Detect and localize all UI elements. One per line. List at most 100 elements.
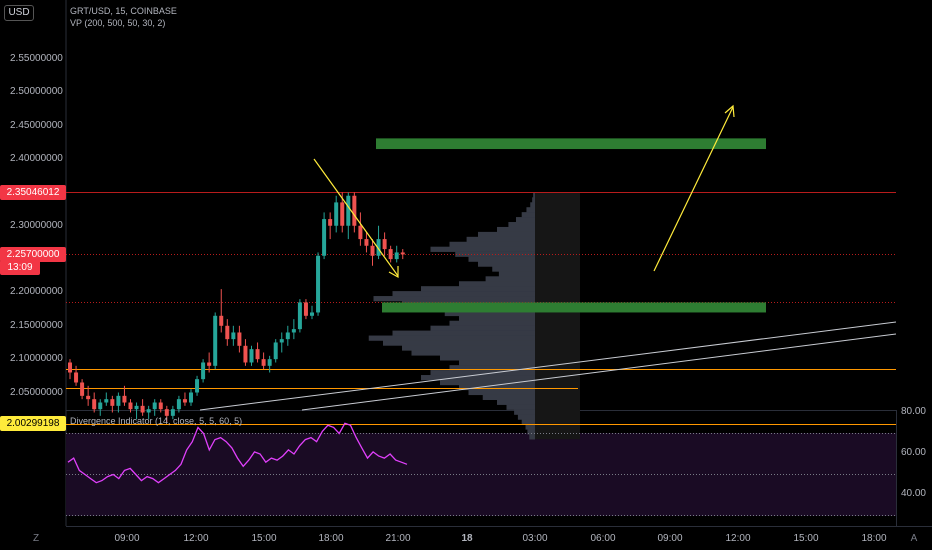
currency-button[interactable]: USD bbox=[4, 5, 34, 21]
trend-line-upper bbox=[301, 333, 897, 411]
price-marker-red2: 13:09 bbox=[0, 259, 40, 275]
vp-bar bbox=[430, 325, 535, 331]
candle-body bbox=[116, 395, 121, 406]
candle-body bbox=[182, 399, 187, 403]
vp-bar bbox=[468, 256, 535, 262]
lower-support-zone[interactable] bbox=[382, 302, 766, 313]
up-arrow-head bbox=[724, 104, 735, 118]
candle-body bbox=[322, 219, 327, 256]
vp-bar bbox=[468, 389, 535, 396]
time-label: 18:00 bbox=[861, 533, 886, 544]
candle-body bbox=[340, 202, 345, 226]
vp-bar bbox=[529, 434, 535, 440]
candle-body bbox=[231, 332, 236, 340]
candle-body bbox=[98, 402, 103, 410]
candle-body bbox=[303, 302, 308, 316]
vp-bar bbox=[492, 266, 535, 272]
time-label: 09:00 bbox=[114, 533, 139, 544]
candle-body bbox=[334, 202, 339, 226]
vp-bar bbox=[421, 375, 535, 381]
vp-bar bbox=[444, 310, 535, 317]
vp-bar bbox=[497, 226, 535, 233]
candlesticks bbox=[68, 192, 405, 423]
candle-body bbox=[243, 345, 248, 363]
price-marker-yellow: 2.00299198 bbox=[0, 416, 66, 432]
time-label: 18:00 bbox=[318, 533, 343, 544]
vp-bar bbox=[497, 399, 535, 405]
candle-body bbox=[152, 402, 157, 410]
candle-body bbox=[128, 402, 133, 410]
candle-body bbox=[388, 249, 393, 260]
candle-body bbox=[74, 372, 79, 383]
volume-profile bbox=[368, 192, 580, 440]
vp-bar bbox=[411, 350, 535, 356]
candle-body bbox=[400, 252, 405, 255]
price-tick-label: 2.20000000 bbox=[10, 286, 63, 298]
candle-body bbox=[394, 252, 399, 260]
vp-bar bbox=[521, 212, 535, 218]
vp-bar bbox=[516, 217, 535, 223]
candle-body bbox=[273, 342, 278, 360]
vp-bar bbox=[478, 231, 535, 238]
vp-bar bbox=[517, 414, 535, 420]
candle-body bbox=[140, 405, 145, 413]
vp-bar bbox=[392, 330, 535, 336]
target-zones[interactable] bbox=[376, 138, 766, 313]
candle-body bbox=[104, 399, 109, 403]
time-label: 09:00 bbox=[657, 533, 682, 544]
price-tick-label: 2.15000000 bbox=[10, 319, 63, 331]
price-tick-label: 2.30000000 bbox=[10, 219, 63, 231]
candle-body bbox=[382, 239, 387, 250]
vp-bar bbox=[459, 360, 535, 366]
up-arrow-line bbox=[653, 106, 734, 272]
time-axis[interactable]: 09:00 12:00 15:00 18:00 21:00 18 03:00 06:00 09:… bbox=[114, 533, 886, 544]
candle-body bbox=[370, 245, 375, 256]
candle-body bbox=[352, 195, 357, 226]
time-label: 12:00 bbox=[183, 533, 208, 544]
time-label: 21:00 bbox=[385, 533, 410, 544]
vp-bar bbox=[430, 246, 535, 252]
vp-bar bbox=[498, 271, 535, 277]
vp-bar bbox=[383, 340, 535, 346]
candle-body bbox=[285, 332, 290, 340]
price-tick-label: 2.50000000 bbox=[10, 86, 63, 98]
candle-body bbox=[267, 359, 272, 366]
oscillator-line bbox=[67, 422, 408, 484]
vp-bar bbox=[373, 296, 535, 302]
vp-bar bbox=[459, 384, 535, 391]
down-arrow-head bbox=[388, 266, 399, 279]
vp-bar bbox=[459, 315, 535, 322]
vp-bar bbox=[440, 355, 535, 361]
volume-profile-title: VP (200, 500, 50, 30, 2) bbox=[70, 18, 166, 28]
price-tick-label: 2.40000000 bbox=[10, 153, 63, 165]
osc-tick-label: 80.00 bbox=[900, 406, 926, 417]
candle-body bbox=[213, 315, 218, 366]
candle-body bbox=[316, 255, 321, 313]
symbol-title: GRT/USD, 15, COINBASE bbox=[70, 6, 177, 16]
candle-body bbox=[86, 395, 91, 400]
price-tick-label: 2.10000000 bbox=[10, 353, 63, 365]
timezone-icon[interactable]: Z bbox=[32, 533, 40, 544]
candle-body bbox=[346, 195, 351, 226]
price-marker-red2: 2.25700000 bbox=[0, 246, 66, 262]
vp-bar bbox=[514, 409, 535, 415]
vp-bar bbox=[527, 429, 535, 435]
arrows[interactable] bbox=[313, 104, 735, 279]
upper-target-zone[interactable] bbox=[376, 138, 766, 150]
osc-tick-label: 40.00 bbox=[900, 488, 926, 499]
vp-bar bbox=[449, 320, 535, 326]
vp-bar bbox=[485, 276, 535, 282]
vp-bar bbox=[478, 261, 535, 267]
vp-bar bbox=[402, 345, 535, 351]
candle-body bbox=[134, 405, 139, 410]
auto-scale-icon[interactable]: A bbox=[910, 533, 918, 544]
vp-bar bbox=[430, 370, 535, 376]
candle-body bbox=[376, 239, 381, 256]
price-tick-label: 2.05000000 bbox=[10, 386, 63, 398]
oscillator-plot bbox=[66, 422, 896, 516]
candle-body bbox=[68, 362, 72, 373]
candle-body bbox=[170, 409, 175, 416]
price-tick-label: 2.55000000 bbox=[10, 53, 63, 64]
trend-lines[interactable] bbox=[199, 321, 897, 411]
